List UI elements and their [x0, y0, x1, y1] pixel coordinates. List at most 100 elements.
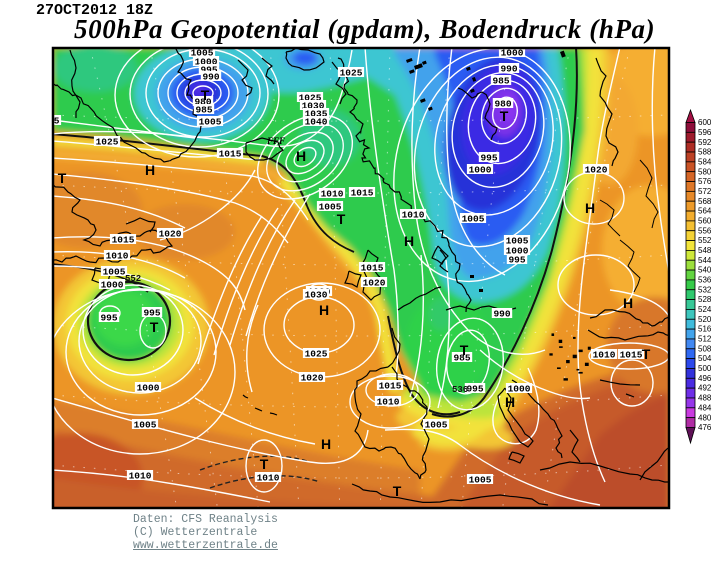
svg-text:995: 995	[508, 254, 525, 265]
svg-text:528: 528	[698, 295, 712, 304]
svg-text:1000: 1000	[506, 245, 529, 256]
svg-text:H: H	[321, 436, 331, 452]
svg-text:576: 576	[698, 177, 712, 186]
svg-text:1015: 1015	[620, 349, 643, 360]
svg-text:FFF: FFF	[266, 136, 285, 146]
svg-text:496: 496	[698, 374, 712, 383]
svg-text:1020: 1020	[363, 277, 386, 288]
svg-text:H: H	[296, 148, 306, 164]
svg-text:520: 520	[698, 315, 712, 324]
svg-text:1030: 1030	[305, 289, 328, 300]
svg-text:1010: 1010	[321, 188, 344, 199]
svg-text:980: 980	[194, 96, 211, 107]
svg-text:508: 508	[698, 344, 712, 353]
svg-text:T: T	[58, 170, 67, 186]
svg-text:1000: 1000	[469, 164, 492, 175]
svg-text:T: T	[500, 108, 509, 124]
svg-text:995: 995	[480, 152, 497, 163]
svg-text:1005: 1005	[191, 47, 214, 58]
svg-text:990: 990	[202, 71, 219, 82]
svg-text:1015: 1015	[351, 187, 374, 198]
svg-text:1025: 1025	[37, 115, 60, 126]
svg-text:H: H	[404, 233, 414, 249]
svg-text:1005: 1005	[134, 419, 157, 430]
svg-text:480: 480	[698, 413, 712, 422]
svg-text:1035: 1035	[305, 108, 328, 119]
svg-text:1010: 1010	[377, 396, 400, 407]
svg-text:980: 980	[494, 98, 511, 109]
svg-text:1005: 1005	[506, 235, 529, 246]
svg-text:1015: 1015	[379, 380, 402, 391]
svg-text:985: 985	[195, 104, 212, 115]
svg-text:1020: 1020	[301, 372, 324, 383]
svg-text:1015: 1015	[219, 148, 242, 159]
svg-text:504: 504	[698, 354, 712, 363]
svg-text:572: 572	[698, 187, 712, 196]
svg-text:540: 540	[698, 266, 712, 275]
svg-text:1030: 1030	[302, 100, 325, 111]
svg-text:995: 995	[466, 383, 483, 394]
svg-text:1000: 1000	[508, 383, 531, 394]
svg-text:552: 552	[698, 236, 712, 245]
svg-text:536: 536	[698, 276, 712, 285]
svg-text:T: T	[642, 346, 651, 362]
svg-text:H: H	[319, 302, 329, 318]
svg-text:488: 488	[698, 394, 712, 403]
svg-text:1000: 1000	[101, 279, 124, 290]
svg-text:1015: 1015	[112, 234, 135, 245]
svg-text:512: 512	[698, 335, 712, 344]
svg-text:548: 548	[698, 246, 712, 255]
svg-text:476: 476	[698, 423, 712, 432]
svg-text:1005: 1005	[462, 213, 485, 224]
svg-text:H: H	[505, 394, 515, 410]
svg-text:1010: 1010	[106, 250, 129, 261]
svg-text:564: 564	[698, 207, 712, 216]
svg-text:990: 990	[493, 308, 510, 319]
svg-text:532: 532	[698, 285, 712, 294]
svg-text:524: 524	[698, 305, 712, 314]
svg-text:552: 552	[125, 274, 141, 284]
svg-text:1020: 1020	[585, 164, 608, 175]
svg-text:995: 995	[143, 307, 160, 318]
svg-text:1005: 1005	[319, 201, 342, 212]
svg-text:T: T	[393, 483, 402, 499]
svg-text:1025: 1025	[96, 136, 119, 147]
svg-text:T: T	[260, 456, 269, 472]
svg-text:544: 544	[698, 256, 712, 265]
svg-text:556: 556	[698, 226, 712, 235]
svg-text:560: 560	[698, 217, 712, 226]
svg-text:1005: 1005	[103, 266, 126, 277]
svg-text:T: T	[150, 319, 159, 335]
svg-text:1025: 1025	[305, 348, 328, 359]
svg-text:1025: 1025	[299, 92, 322, 103]
svg-text:588: 588	[698, 148, 712, 157]
svg-text:500: 500	[698, 364, 712, 373]
svg-text:985: 985	[453, 352, 470, 363]
svg-text:1020: 1020	[159, 228, 182, 239]
svg-text:990: 990	[500, 63, 517, 74]
svg-text:484: 484	[698, 403, 712, 412]
svg-text:1015: 1015	[361, 262, 384, 273]
svg-text:1040: 1040	[305, 116, 328, 127]
svg-text:1000: 1000	[137, 382, 160, 393]
svg-text:1010: 1010	[129, 470, 152, 481]
svg-text:600: 600	[698, 118, 712, 127]
svg-text:995: 995	[200, 64, 217, 75]
svg-text:584: 584	[698, 158, 712, 167]
svg-text:1010: 1010	[402, 209, 425, 220]
svg-text:580: 580	[698, 167, 712, 176]
svg-text:1005: 1005	[469, 474, 492, 485]
svg-text:H: H	[585, 200, 595, 216]
svg-text:516: 516	[698, 325, 712, 334]
svg-text:592: 592	[698, 138, 712, 147]
svg-text:H: H	[145, 162, 155, 178]
svg-text:T: T	[201, 87, 210, 103]
svg-text:H: H	[623, 295, 633, 311]
svg-text:T: T	[460, 342, 469, 358]
svg-text:985: 985	[492, 75, 509, 86]
svg-text:1025: 1025	[340, 67, 363, 78]
svg-text:536: 536	[452, 385, 468, 395]
svg-text:596: 596	[698, 128, 712, 137]
svg-text:492: 492	[698, 384, 712, 393]
svg-text:1010: 1010	[257, 472, 280, 483]
